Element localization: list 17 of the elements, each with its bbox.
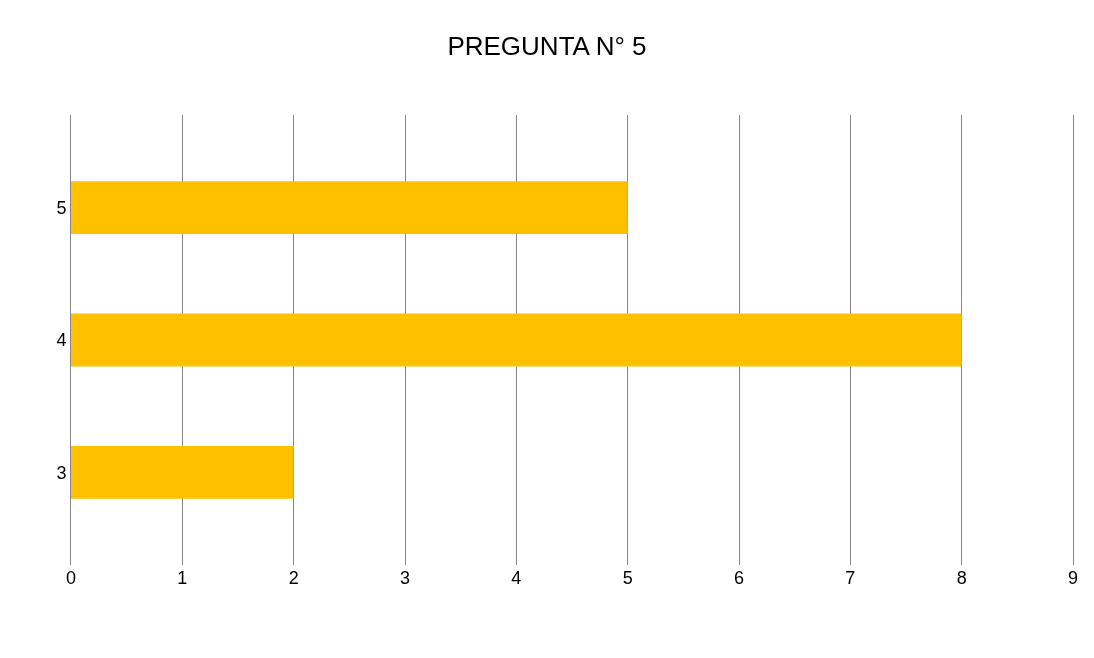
y-tick-label: 4: [56, 330, 67, 351]
chart-title: PREGUNTA N° 5: [447, 31, 647, 62]
y-tick-label: 3: [56, 462, 67, 483]
x-tick-label: 0: [65, 568, 77, 588]
x-tick-label: 3: [399, 568, 411, 588]
x-tick-label: 9: [1067, 568, 1079, 588]
x-tick-label: 8: [956, 568, 967, 588]
y-tick-label: 5: [56, 197, 67, 218]
x-tick-label: 5: [622, 568, 633, 588]
bar: [71, 313, 962, 367]
x-tick-label: 4: [511, 568, 522, 588]
bar: [71, 445, 294, 499]
bar: [71, 181, 628, 235]
x-tick-label: 2: [288, 568, 299, 588]
x-tick-label: 7: [845, 568, 856, 588]
x-tick-label: 1: [177, 568, 188, 588]
x-tick-label: 6: [733, 568, 745, 588]
